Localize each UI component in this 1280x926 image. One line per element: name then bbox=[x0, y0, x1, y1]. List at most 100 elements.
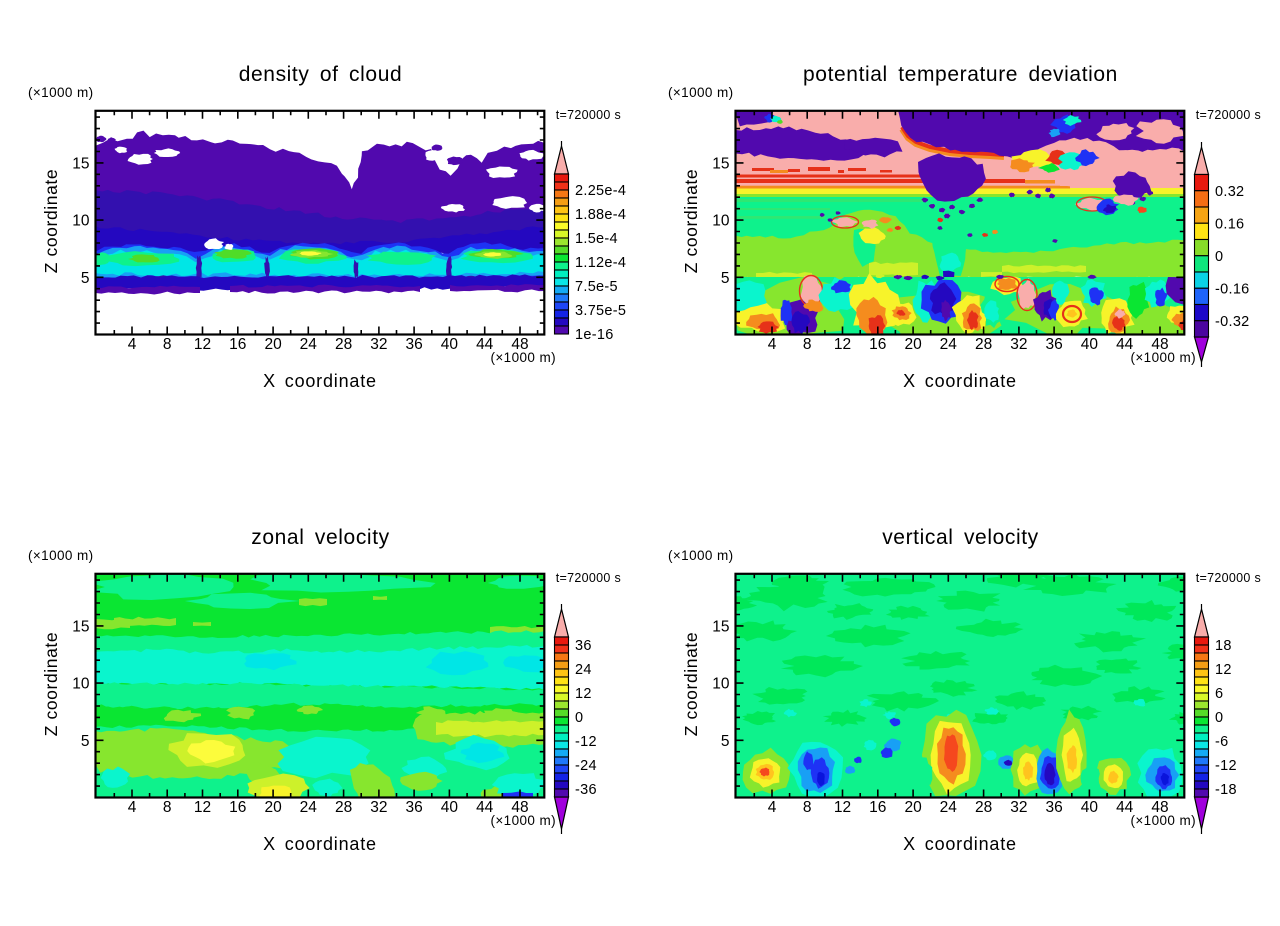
svg-text:15: 15 bbox=[72, 155, 89, 172]
svg-text:16: 16 bbox=[869, 336, 886, 353]
svg-text:24: 24 bbox=[940, 336, 958, 353]
svg-text:-12: -12 bbox=[1215, 758, 1237, 774]
svg-text:28: 28 bbox=[975, 799, 992, 816]
svg-text:24: 24 bbox=[300, 799, 318, 816]
svg-text:Z coordinate: Z coordinate bbox=[41, 169, 61, 273]
svg-text:4: 4 bbox=[768, 336, 777, 353]
svg-text:28: 28 bbox=[975, 336, 992, 353]
svg-text:Z coordinate: Z coordinate bbox=[681, 632, 701, 736]
svg-text:potential temperature deviatio: potential temperature deviation bbox=[803, 63, 1118, 86]
svg-text:1e-16: 1e-16 bbox=[575, 327, 614, 343]
svg-text:t=720000 s: t=720000 s bbox=[556, 571, 621, 585]
svg-text:18: 18 bbox=[1215, 638, 1232, 654]
svg-text:(×1000 m): (×1000 m) bbox=[28, 548, 94, 563]
svg-text:7.5e-5: 7.5e-5 bbox=[575, 279, 618, 295]
svg-text:2.25e-4: 2.25e-4 bbox=[575, 183, 626, 199]
svg-text:X coordinate: X coordinate bbox=[263, 371, 377, 391]
svg-text:X coordinate: X coordinate bbox=[903, 834, 1017, 854]
svg-text:Z coordinate: Z coordinate bbox=[41, 632, 61, 736]
svg-text:20: 20 bbox=[264, 336, 282, 353]
svg-text:(×1000 m): (×1000 m) bbox=[490, 813, 556, 828]
svg-text:Z coordinate: Z coordinate bbox=[681, 169, 701, 273]
svg-text:24: 24 bbox=[300, 336, 318, 353]
svg-text:48: 48 bbox=[1151, 336, 1168, 353]
svg-text:5: 5 bbox=[721, 733, 730, 750]
svg-text:12: 12 bbox=[1215, 662, 1232, 678]
svg-text:vertical velocity: vertical velocity bbox=[882, 526, 1039, 549]
svg-text:12: 12 bbox=[834, 799, 851, 816]
svg-text:8: 8 bbox=[803, 799, 812, 816]
svg-text:-0.32: -0.32 bbox=[1215, 314, 1250, 330]
svg-text:-12: -12 bbox=[575, 734, 597, 750]
svg-text:36: 36 bbox=[1045, 336, 1062, 353]
svg-text:t=720000 s: t=720000 s bbox=[1196, 108, 1261, 122]
svg-text:48: 48 bbox=[1151, 799, 1168, 816]
svg-text:4: 4 bbox=[128, 336, 137, 353]
svg-text:15: 15 bbox=[712, 155, 729, 172]
svg-text:X coordinate: X coordinate bbox=[263, 834, 377, 854]
svg-text:1.12e-4: 1.12e-4 bbox=[575, 255, 626, 271]
svg-text:0: 0 bbox=[1215, 710, 1223, 726]
svg-text:24: 24 bbox=[575, 662, 592, 678]
svg-text:(×1000 m): (×1000 m) bbox=[490, 350, 556, 365]
svg-text:4: 4 bbox=[128, 799, 137, 816]
svg-text:28: 28 bbox=[335, 799, 352, 816]
svg-text:8: 8 bbox=[163, 799, 172, 816]
svg-text:10: 10 bbox=[72, 213, 90, 230]
svg-text:zonal velocity: zonal velocity bbox=[251, 526, 389, 549]
svg-text:28: 28 bbox=[335, 336, 352, 353]
svg-text:5: 5 bbox=[721, 270, 730, 287]
svg-text:32: 32 bbox=[1010, 336, 1027, 353]
svg-text:12: 12 bbox=[834, 336, 851, 353]
svg-text:44: 44 bbox=[476, 799, 494, 816]
svg-text:16: 16 bbox=[869, 799, 886, 816]
svg-text:36: 36 bbox=[405, 336, 422, 353]
svg-text:X coordinate: X coordinate bbox=[903, 371, 1017, 391]
svg-text:12: 12 bbox=[194, 336, 211, 353]
svg-text:48: 48 bbox=[511, 336, 528, 353]
svg-text:0.32: 0.32 bbox=[1215, 184, 1244, 200]
svg-text:10: 10 bbox=[72, 676, 90, 693]
svg-text:5: 5 bbox=[81, 733, 90, 750]
svg-text:15: 15 bbox=[712, 618, 729, 635]
svg-text:48: 48 bbox=[511, 799, 528, 816]
svg-text:20: 20 bbox=[904, 336, 922, 353]
svg-text:44: 44 bbox=[1116, 799, 1134, 816]
svg-text:40: 40 bbox=[1081, 336, 1099, 353]
svg-text:density of cloud: density of cloud bbox=[239, 63, 403, 86]
svg-text:10: 10 bbox=[712, 676, 730, 693]
svg-text:40: 40 bbox=[441, 336, 459, 353]
svg-text:15: 15 bbox=[72, 618, 89, 635]
svg-text:24: 24 bbox=[940, 799, 958, 816]
svg-text:12: 12 bbox=[575, 686, 592, 702]
svg-text:40: 40 bbox=[441, 799, 459, 816]
svg-text:(×1000 m): (×1000 m) bbox=[668, 85, 734, 100]
svg-text:20: 20 bbox=[904, 799, 922, 816]
svg-text:8: 8 bbox=[803, 336, 812, 353]
svg-text:(×1000 m): (×1000 m) bbox=[28, 85, 94, 100]
svg-text:32: 32 bbox=[1010, 799, 1027, 816]
svg-text:1.88e-4: 1.88e-4 bbox=[575, 207, 626, 223]
svg-text:6: 6 bbox=[1215, 686, 1223, 702]
svg-text:0: 0 bbox=[1215, 249, 1223, 265]
svg-text:(×1000 m): (×1000 m) bbox=[1130, 350, 1196, 365]
svg-text:36: 36 bbox=[405, 799, 422, 816]
svg-text:t=720000 s: t=720000 s bbox=[556, 108, 621, 122]
svg-text:4: 4 bbox=[768, 799, 777, 816]
svg-text:44: 44 bbox=[476, 336, 494, 353]
svg-text:36: 36 bbox=[1045, 799, 1062, 816]
svg-text:t=720000 s: t=720000 s bbox=[1196, 571, 1261, 585]
svg-text:16: 16 bbox=[229, 799, 246, 816]
svg-text:-36: -36 bbox=[575, 782, 597, 798]
svg-text:(×1000 m): (×1000 m) bbox=[1130, 813, 1196, 828]
svg-text:44: 44 bbox=[1116, 336, 1134, 353]
svg-text:40: 40 bbox=[1081, 799, 1099, 816]
svg-text:(×1000 m): (×1000 m) bbox=[668, 548, 734, 563]
svg-text:3.75e-5: 3.75e-5 bbox=[575, 303, 626, 319]
svg-text:-0.16: -0.16 bbox=[1215, 281, 1250, 297]
svg-text:8: 8 bbox=[163, 336, 172, 353]
svg-text:-24: -24 bbox=[575, 758, 597, 774]
svg-text:10: 10 bbox=[712, 213, 730, 230]
svg-text:0.16: 0.16 bbox=[1215, 216, 1244, 232]
svg-text:32: 32 bbox=[370, 336, 387, 353]
